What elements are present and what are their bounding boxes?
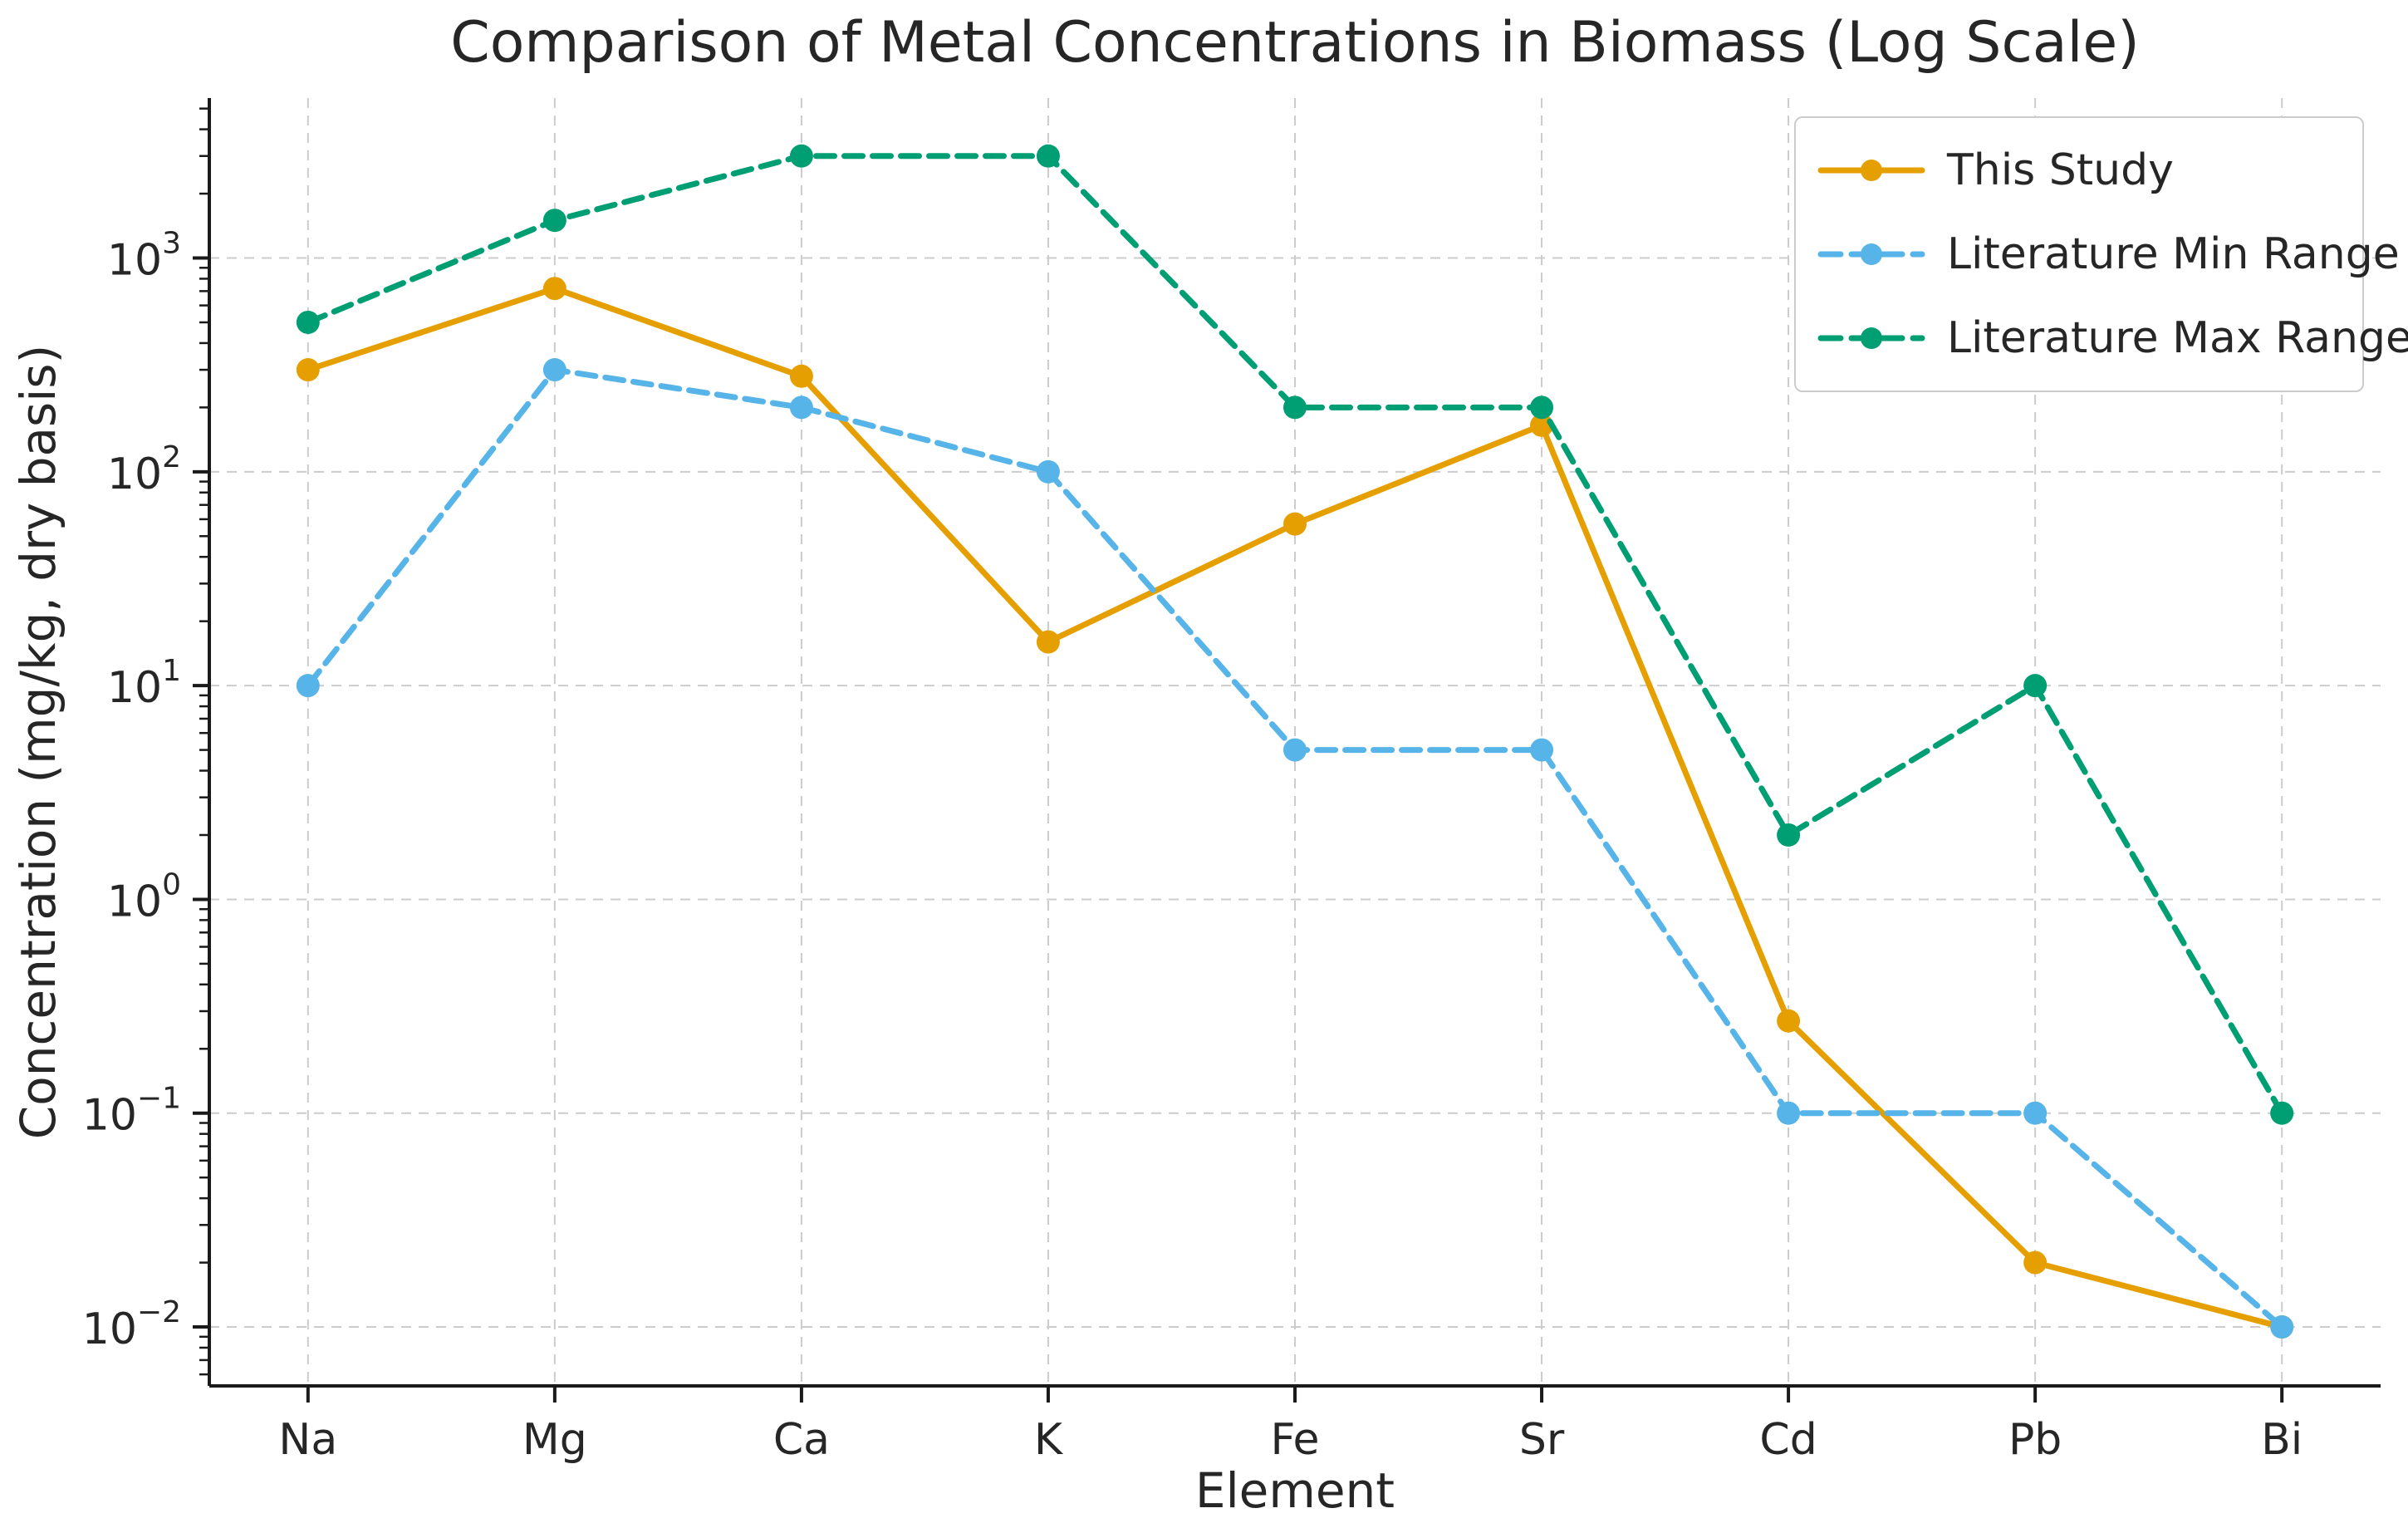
data-point-this-study-sr bbox=[1530, 413, 1554, 437]
data-point-literature-max-range-pb bbox=[2023, 674, 2048, 698]
data-point-literature-max-range-sr bbox=[1530, 395, 1554, 420]
data-point-this-study-mg bbox=[542, 277, 566, 301]
series-literature-min-range bbox=[296, 358, 2294, 1339]
data-point-this-study-ca bbox=[789, 364, 813, 388]
y-tick-label-1e1: 101 bbox=[107, 654, 181, 713]
x-tick-label-k: K bbox=[1034, 1415, 1064, 1465]
tick-marks bbox=[193, 107, 2284, 1403]
x-tick-label-cd: Cd bbox=[1759, 1415, 1817, 1465]
data-point-literature-min-range-k bbox=[1036, 459, 1060, 484]
data-point-literature-max-range-k bbox=[1036, 144, 1060, 168]
data-point-literature-max-range-cd bbox=[1777, 823, 1801, 847]
legend-swatch-this-study bbox=[1817, 159, 1925, 181]
legend-item-literature-max: Literature Max Range bbox=[1796, 297, 2408, 380]
data-point-literature-min-range-sr bbox=[1530, 738, 1554, 762]
data-point-this-study-pb bbox=[2023, 1250, 2048, 1275]
data-point-literature-max-range-ca bbox=[789, 144, 813, 168]
data-point-literature-min-range-bi bbox=[2270, 1315, 2294, 1339]
x-tick-label-mg: Mg bbox=[522, 1415, 587, 1465]
legend-item-literature-min: Literature Min Range bbox=[1796, 213, 2400, 296]
y-tick-label-1e-1: 10−1 bbox=[82, 1082, 181, 1141]
y-tick-label-1e2: 102 bbox=[107, 440, 181, 499]
y-tick-label-1e3: 103 bbox=[107, 227, 181, 286]
data-point-literature-max-range-mg bbox=[542, 209, 566, 233]
x-tick-label-na: Na bbox=[278, 1415, 337, 1465]
legend-label-literature-max: Literature Max Range bbox=[1947, 313, 2408, 364]
data-point-this-study-k bbox=[1036, 630, 1060, 654]
series-literature-max-range bbox=[296, 144, 2294, 1125]
data-point-literature-min-range-cd bbox=[1777, 1101, 1801, 1125]
legend-item-this-study: This Study bbox=[1796, 129, 2362, 212]
data-point-literature-min-range-fe bbox=[1283, 738, 1307, 762]
legend-marker-sample bbox=[1861, 327, 1882, 350]
x-tick-label-ca: Ca bbox=[773, 1415, 830, 1465]
legend-swatch-literature-max bbox=[1817, 327, 1925, 350]
data-series bbox=[296, 144, 2294, 1339]
data-point-literature-min-range-pb bbox=[2023, 1101, 2048, 1125]
x-tick-label-pb: Pb bbox=[2008, 1415, 2062, 1465]
legend-label-literature-min: Literature Min Range bbox=[1947, 228, 2400, 279]
data-point-literature-max-range-na bbox=[296, 310, 320, 334]
y-tick-label-1e0: 100 bbox=[107, 867, 181, 926]
legend-marker-sample bbox=[1861, 159, 1882, 181]
data-point-literature-min-range-ca bbox=[789, 395, 813, 420]
legend-label-this-study: This Study bbox=[1947, 145, 2174, 195]
data-point-this-study-fe bbox=[1283, 512, 1307, 536]
y-tick-label-1e-2: 10−2 bbox=[82, 1295, 181, 1354]
legend-marker-sample bbox=[1861, 243, 1882, 265]
x-axis-label: Element bbox=[1194, 1462, 1395, 1519]
data-point-literature-min-range-mg bbox=[542, 358, 566, 382]
data-point-literature-max-range-bi bbox=[2270, 1101, 2294, 1125]
x-tick-label-sr: Sr bbox=[1519, 1415, 1565, 1465]
x-tick-label-fe: Fe bbox=[1270, 1415, 1319, 1465]
data-point-literature-max-range-fe bbox=[1283, 395, 1307, 420]
chart-title: Comparison of Metal Concentrations in Bi… bbox=[450, 10, 2140, 76]
legend: This Study Literature Min Range Literatu… bbox=[1794, 116, 2408, 392]
data-point-literature-min-range-na bbox=[296, 674, 320, 698]
data-point-this-study-cd bbox=[1777, 1009, 1801, 1033]
tick-labels: 103 102 101 100 10−1 10−2 Na Mg Ca K Fe Sr Cd Pb Bi bbox=[82, 227, 2303, 1465]
legend-swatch-literature-min bbox=[1817, 243, 1925, 265]
x-tick-label-bi: Bi bbox=[2261, 1415, 2303, 1465]
data-point-this-study-na bbox=[296, 358, 320, 382]
